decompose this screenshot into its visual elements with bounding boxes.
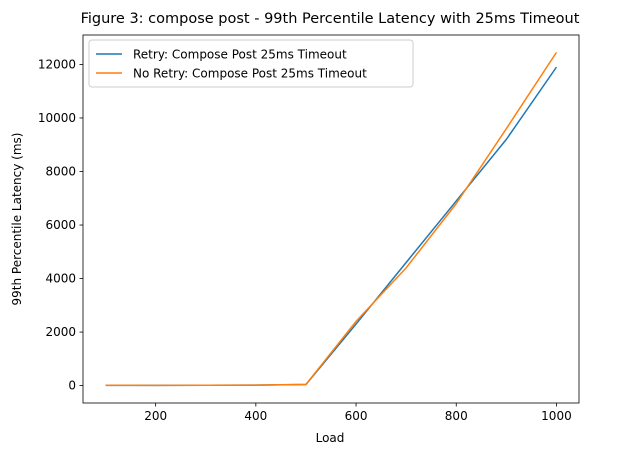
chart-title: Figure 3: compose post - 99th Percentile… xyxy=(81,11,580,27)
series-line-2 xyxy=(105,51,558,387)
series-line-1 xyxy=(105,66,558,387)
plot-frame xyxy=(82,34,580,404)
legend-label-2: No Retry: Compose Post 25ms Timeout xyxy=(133,67,367,81)
y-tick-label: 4000 xyxy=(45,272,76,286)
legend-label-1: Retry: Compose Post 25ms Timeout xyxy=(133,48,347,62)
x-tick-label: 1000 xyxy=(541,409,572,423)
y-axis-label: 99th Percentile Latency (ms) xyxy=(10,133,24,306)
y-tick-label: 8000 xyxy=(45,164,76,178)
legend-box xyxy=(88,39,414,88)
x-tick-label: 200 xyxy=(144,409,167,423)
plot-area: 200 400 600 800 1000020004000600080001000012… xyxy=(38,34,580,423)
y-tick-label: 12000 xyxy=(38,57,76,71)
x-axis-label: Load xyxy=(316,431,345,445)
x-tick-label: 800 xyxy=(445,409,468,423)
y-tick-label: 10000 xyxy=(38,111,76,125)
x-tick-label: 600 xyxy=(345,409,368,423)
y-tick-label: 6000 xyxy=(45,218,76,232)
y-tick-label: 2000 xyxy=(45,325,76,339)
y-tick-label: 0 xyxy=(68,379,76,393)
x-tick-label: 400 xyxy=(244,409,267,423)
